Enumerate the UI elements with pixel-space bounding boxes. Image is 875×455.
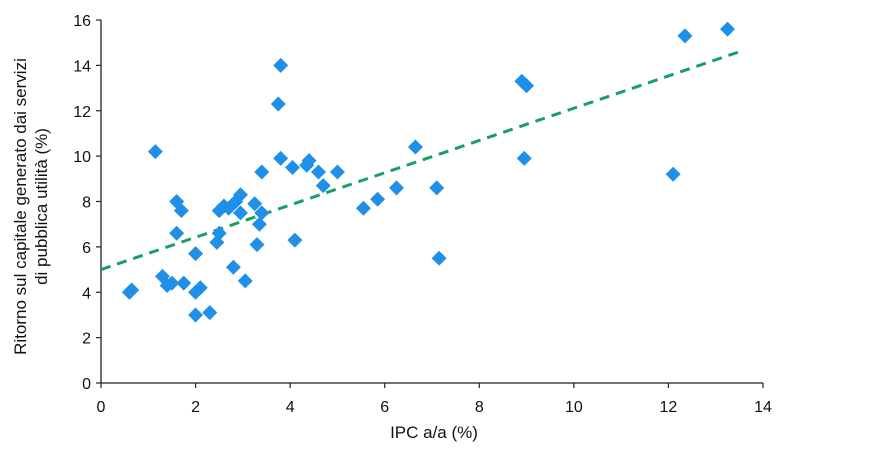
data-point (254, 164, 270, 180)
data-point (431, 250, 447, 266)
x-tick-label: 14 (754, 399, 772, 416)
y-tick-label: 0 (82, 376, 91, 393)
data-point (237, 273, 253, 289)
x-tick-label: 4 (286, 399, 295, 416)
data-point (164, 275, 180, 291)
data-point (516, 150, 532, 166)
data-point (211, 225, 227, 241)
data-point (232, 205, 248, 221)
data-point (188, 246, 204, 262)
data-point (202, 305, 218, 321)
data-point (429, 180, 445, 196)
data-point (247, 196, 263, 212)
data-point (176, 275, 192, 291)
data-point (370, 191, 386, 207)
data-point (720, 21, 736, 37)
data-point (287, 232, 303, 248)
data-point (232, 187, 248, 203)
y-tick-label: 6 (82, 240, 91, 257)
data-point (665, 166, 681, 182)
y-axis-title: Ritorno sul capitale generato dai serviz… (11, 58, 51, 355)
trendline (100, 50, 740, 271)
data-point (677, 28, 693, 44)
data-point (169, 225, 185, 241)
x-tick-label: 6 (380, 399, 389, 416)
y-tick-label: 12 (73, 104, 91, 121)
y-tick-label: 14 (73, 58, 91, 75)
x-tick-label: 12 (660, 399, 678, 416)
data-point (355, 200, 371, 216)
data-point (301, 153, 317, 169)
x-tick-label: 8 (475, 399, 484, 416)
x-tick-label: 2 (191, 399, 200, 416)
data-point (173, 203, 189, 219)
y-tick-label: 2 (82, 331, 91, 348)
data-point (251, 216, 267, 232)
data-point (249, 237, 265, 253)
data-point (188, 307, 204, 323)
data-point (315, 178, 331, 194)
x-axis: 0 2 4 6 8 10 12 14 (97, 382, 772, 416)
data-point (147, 144, 163, 160)
data-point (273, 150, 289, 166)
data-point (519, 78, 535, 94)
x-tick-label: 0 (97, 399, 106, 416)
data-point (270, 96, 286, 112)
y-tick-label: 10 (73, 149, 91, 166)
data-point (225, 259, 241, 275)
y-axis-title-line-1: Ritorno sul capitale generato dai serviz… (11, 58, 30, 355)
data-points (121, 21, 736, 323)
y-axis-title-line-2: di pubblica utilità (%) (32, 128, 51, 285)
data-point (407, 139, 423, 155)
data-point (285, 159, 301, 175)
data-point (273, 57, 289, 73)
data-point (124, 282, 140, 298)
data-point (329, 164, 345, 180)
y-tick-label: 16 (73, 13, 91, 30)
y-tick-label: 4 (82, 285, 91, 302)
trendline-layer (100, 50, 740, 271)
x-tick-label: 10 (565, 399, 583, 416)
y-axis: 0 2 4 6 8 10 12 14 16 (73, 13, 102, 393)
y-tick-label: 8 (82, 195, 91, 212)
x-axis-title: IPC a/a (%) (390, 423, 478, 442)
data-point (389, 180, 405, 196)
data-point (311, 164, 327, 180)
data-point (192, 280, 208, 296)
data-point (254, 205, 270, 221)
